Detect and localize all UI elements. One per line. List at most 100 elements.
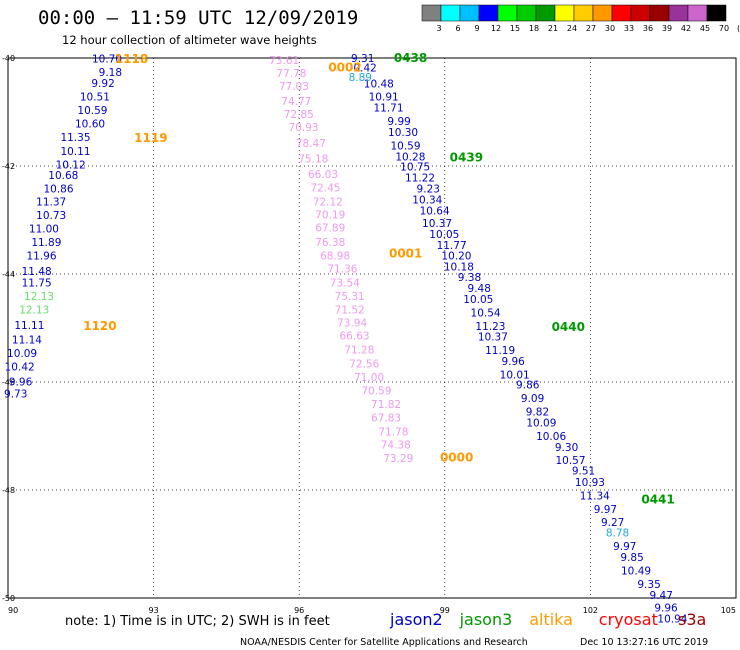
colorbar-label: 18: [529, 24, 539, 33]
swh-value-label: 9.09: [521, 393, 544, 405]
swh-value-label: 9.30: [555, 442, 578, 454]
swh-value-label: 66.63: [340, 331, 370, 343]
swh-value-label: 10.94: [657, 614, 687, 626]
colorbar-swatch: [630, 4, 651, 22]
colorbar-swatch: [440, 4, 461, 22]
swh-value-label: 9.38: [458, 272, 481, 284]
swh-value-label: 10.86: [43, 184, 73, 196]
colorbar-label: 12: [491, 24, 501, 33]
swh-value-label: 10.37: [478, 332, 508, 344]
swh-value-label: 11.19: [485, 345, 515, 357]
footer-note: note: 1) Time is in UTC; 2) SWH is in fe…: [65, 614, 330, 629]
swh-value-label: 10.06: [536, 431, 566, 443]
swh-value-label: 10.54: [471, 307, 501, 319]
colorbar-swatch: [516, 4, 537, 22]
swh-value-label: 71.00: [354, 372, 384, 384]
colorbar-swatch: [649, 4, 670, 22]
time-label: 0002: [328, 61, 361, 75]
swh-value-label: 77.03: [279, 81, 309, 93]
swh-value-label: 11.00: [29, 224, 59, 236]
swh-value-label: 10.60: [75, 118, 105, 130]
swh-value-label: 10.51: [80, 91, 110, 103]
plot-frame: [7, 57, 737, 599]
swh-value-label: 11.89: [31, 237, 61, 249]
colorbar-label: 9: [474, 24, 479, 33]
colorbar-label: 21: [548, 24, 558, 33]
colorbar-swatch: [421, 4, 442, 22]
swh-value-label: 10.70: [92, 54, 122, 66]
legend-entry: jason2: [389, 610, 443, 629]
swh-value-label: 9.35: [637, 579, 660, 591]
swh-value-label: 72.56: [349, 359, 379, 371]
colorbar-swatch: [687, 4, 708, 22]
x-tick-label: 102: [583, 606, 598, 615]
swh-value-label: 73.54: [330, 278, 360, 290]
swh-value-label: 12.13: [24, 291, 54, 303]
swh-value-label: 10.91: [369, 91, 399, 103]
swh-value-label: 11.34: [580, 490, 610, 502]
swh-value-label: 9.48: [468, 283, 491, 295]
x-tick-label: 99: [440, 606, 450, 615]
swh-value-label: 70.59: [361, 386, 391, 398]
swh-value-label: 71.82: [371, 399, 401, 411]
swh-value-label: 72.12: [313, 197, 343, 209]
swh-value-label: 75.18: [298, 153, 328, 165]
colorbar-swatch: [478, 4, 499, 22]
swh-value-label: 9.73: [4, 388, 27, 400]
swh-value-label: 73.61: [269, 55, 299, 67]
chart-title: 00:00 – 11:59 UTC 12/09/2019: [38, 7, 358, 29]
swh-value-label: 11.22: [405, 172, 435, 184]
swh-value-label: 74.77: [281, 96, 311, 108]
time-label: 0001: [389, 246, 422, 260]
swh-value-label: 76.38: [315, 237, 345, 249]
swh-value-label: 10.18: [444, 261, 474, 273]
swh-value-label: 73.94: [337, 318, 367, 330]
swh-value-label: 11.35: [60, 132, 90, 144]
swh-value-label: 11.37: [36, 197, 66, 209]
swh-value-label: 10.37: [422, 218, 452, 230]
swh-value-label: 71.52: [335, 305, 365, 317]
swh-value-label: 8.78: [606, 528, 629, 540]
y-tick-label: -46: [2, 378, 15, 387]
colorbar-label: 30: [605, 24, 615, 33]
swh-value-label: 10.11: [60, 146, 90, 158]
time-label: 0438: [394, 51, 427, 65]
colorbar-swatch: [497, 4, 518, 22]
swh-value-label: 9.97: [594, 504, 617, 516]
swh-value-label: 9.96: [9, 376, 33, 388]
y-tick-label: -40: [2, 54, 15, 63]
swh-value-label: 9.31: [351, 53, 374, 65]
time-label: 1118: [115, 52, 148, 66]
swh-value-label: 10.01: [500, 369, 530, 381]
legend-entry: altika: [529, 610, 573, 629]
swh-value-label: 11.14: [12, 334, 42, 346]
swh-value-label: 72.85: [284, 109, 314, 121]
swh-value-label: 9.47: [650, 590, 673, 602]
swh-value-label: 71.36: [327, 264, 357, 276]
colorbar-swatch: [554, 4, 575, 22]
swh-value-label: 8.89: [349, 72, 372, 84]
colorbar-label: 70: [719, 24, 729, 33]
x-tick-label: 105: [721, 606, 736, 615]
swh-value-label: 10.68: [48, 170, 78, 182]
colorbar-label: 15: [510, 24, 520, 33]
legend-entry: s3a: [678, 610, 706, 629]
y-tick-label: -48: [2, 486, 15, 495]
time-label: 0441: [641, 493, 674, 507]
time-label: 0439: [450, 150, 483, 164]
colorbar-swatch: [459, 4, 480, 22]
colorbar-label: 39: [662, 24, 672, 33]
colorbar-label: 36: [643, 24, 653, 33]
legend-entry: cryosat: [599, 610, 658, 629]
swh-value-label: 10.05: [429, 229, 459, 241]
legend-entry: jason3: [459, 610, 513, 629]
x-tick-label: 93: [149, 606, 159, 615]
swh-value-label: 11.71: [373, 103, 403, 115]
swh-value-label: 68.98: [320, 251, 350, 263]
chart-subtitle: 12 hour collection of altimeter wave hei…: [62, 33, 317, 47]
colorbar-label: 27: [586, 24, 596, 33]
swh-value-label: 10.05: [463, 294, 493, 306]
swh-value-label: 10.75: [400, 162, 430, 174]
satellite-legend: jason2 jason3 altika cryosat s3a: [389, 610, 706, 629]
